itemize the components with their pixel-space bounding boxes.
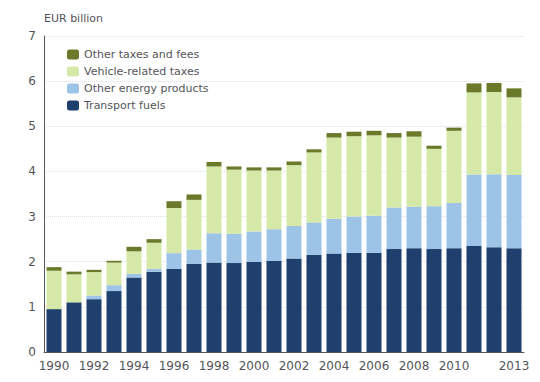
svg-text:3: 3: [28, 210, 36, 224]
svg-text:2000: 2000: [239, 359, 270, 373]
svg-text:2013: 2013: [499, 359, 530, 373]
svg-text:7: 7: [28, 29, 36, 43]
svg-text:1992: 1992: [79, 359, 110, 373]
svg-text:2004: 2004: [319, 359, 350, 373]
svg-text:1994: 1994: [119, 359, 150, 373]
svg-text:Vehicle-related taxes: Vehicle-related taxes: [84, 65, 200, 78]
svg-text:2010: 2010: [439, 359, 470, 373]
svg-text:1990: 1990: [39, 359, 70, 373]
svg-text:Other taxes and fees: Other taxes and fees: [84, 48, 200, 61]
svg-text:2006: 2006: [359, 359, 390, 373]
svg-text:1998: 1998: [199, 359, 230, 373]
svg-text:Transport fuels: Transport fuels: [83, 99, 166, 112]
svg-text:EUR billion: EUR billion: [44, 12, 103, 25]
svg-text:2008: 2008: [399, 359, 430, 373]
svg-text:6: 6: [28, 74, 36, 88]
svg-text:5: 5: [28, 119, 36, 133]
svg-text:1: 1: [28, 300, 36, 314]
svg-text:2002: 2002: [279, 359, 310, 373]
svg-text:0: 0: [28, 345, 36, 359]
svg-text:4: 4: [28, 164, 36, 178]
svg-text:1996: 1996: [159, 359, 190, 373]
svg-text:2: 2: [28, 255, 36, 269]
svg-text:Other energy products: Other energy products: [84, 82, 209, 95]
